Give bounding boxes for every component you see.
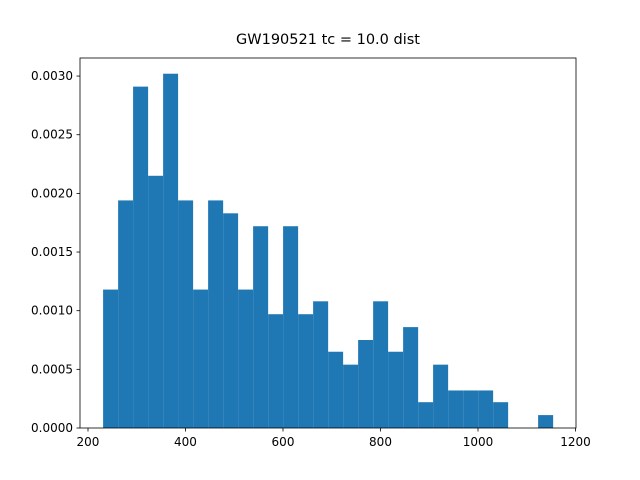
bar bbox=[358, 340, 374, 428]
chart-title: GW190521 tc = 10.0 dist bbox=[236, 32, 420, 48]
bar bbox=[373, 301, 389, 428]
y-tick-label: 0.0025 bbox=[31, 128, 73, 142]
bar bbox=[448, 390, 464, 428]
x-tick-label: 600 bbox=[272, 435, 295, 449]
x-tick-label: 400 bbox=[174, 435, 197, 449]
bar bbox=[208, 200, 224, 428]
bar bbox=[238, 289, 254, 428]
x-tick-label: 1000 bbox=[463, 435, 494, 449]
y-tick-label: 0.0005 bbox=[31, 362, 73, 376]
bar bbox=[493, 402, 509, 428]
bar bbox=[223, 213, 239, 428]
bar bbox=[343, 364, 359, 428]
x-tick-label: 1200 bbox=[560, 435, 591, 449]
bar bbox=[418, 402, 434, 428]
bar bbox=[178, 200, 194, 428]
bar bbox=[433, 364, 449, 428]
bar bbox=[268, 314, 284, 428]
bar bbox=[463, 390, 479, 428]
y-tick-label: 0.0030 bbox=[31, 69, 73, 83]
y-tick-label: 0.0020 bbox=[31, 186, 73, 200]
bar bbox=[148, 175, 164, 428]
bar bbox=[133, 86, 149, 429]
x-tick-label: 200 bbox=[77, 435, 100, 449]
bar bbox=[313, 301, 329, 428]
bar bbox=[538, 415, 554, 428]
bar bbox=[118, 200, 134, 428]
bar bbox=[328, 351, 344, 428]
bar bbox=[163, 73, 179, 428]
bar bbox=[403, 327, 419, 428]
bar bbox=[253, 226, 269, 428]
y-tick-label: 0.0015 bbox=[31, 245, 73, 259]
bar bbox=[103, 289, 119, 428]
axes-frame bbox=[79, 57, 577, 429]
y-tick-label: 0.0010 bbox=[31, 304, 73, 318]
bar bbox=[283, 226, 299, 428]
x-tick-label: 800 bbox=[369, 435, 392, 449]
bar bbox=[478, 390, 494, 428]
y-tick-label: 0.0000 bbox=[31, 421, 73, 435]
bar bbox=[388, 351, 404, 428]
bar bbox=[193, 289, 209, 428]
bar bbox=[298, 314, 314, 428]
